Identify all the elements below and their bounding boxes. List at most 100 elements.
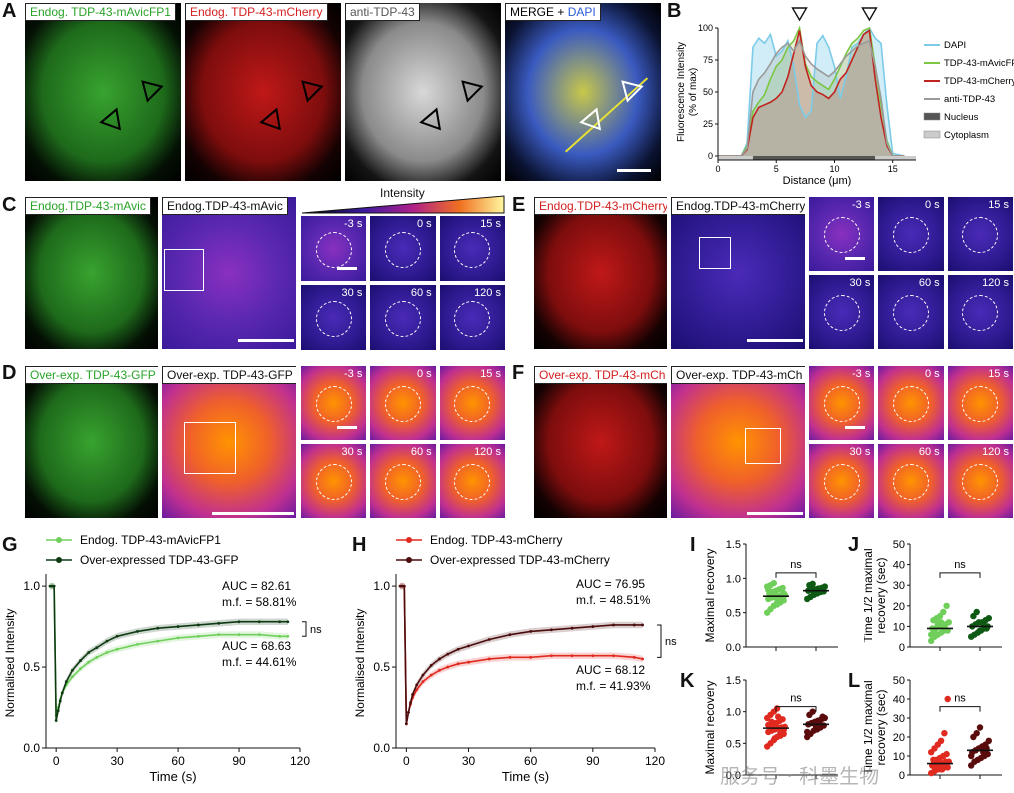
data-point [944, 695, 951, 703]
frame-2: 15 s [946, 365, 1014, 441]
data-point [136, 642, 139, 646]
legend-label: DAPI [944, 40, 966, 51]
y-tick-label: 20 [893, 601, 905, 613]
intensity-wedge [301, 195, 505, 214]
x-tick-label: 0 [403, 754, 410, 768]
y-tick-label: 10 [893, 621, 905, 633]
scale-bar [337, 267, 357, 270]
bleach-roi [315, 464, 352, 501]
legend-label: anti-TDP-43 [944, 94, 995, 105]
scale-bar [212, 512, 294, 515]
frame-time-label: 120 s [982, 277, 1009, 289]
significance-bracket [775, 706, 817, 712]
frame-3: 30 s [300, 284, 368, 351]
frame-time-label: 60 s [918, 277, 940, 289]
data-point [407, 710, 410, 714]
x-axis-label: Distance (μm) [783, 175, 852, 187]
frame-0: -3 s [808, 365, 876, 441]
data-point [64, 680, 68, 684]
x-tick-label: 10 [829, 164, 839, 174]
bleach-roi [892, 217, 929, 254]
frame-time-label: 60 s [410, 446, 432, 458]
data-point [197, 634, 200, 638]
data-point [467, 644, 470, 648]
frame-time-label: 30 s [849, 446, 871, 458]
panel-letter-g: G [2, 534, 18, 556]
frame-5: 120 s [438, 284, 506, 351]
data-point [550, 628, 553, 632]
y-tick-label: 30 [893, 713, 905, 725]
arrowhead-icon [141, 80, 164, 103]
legend-label: Cytoplasm [944, 130, 989, 141]
frame-time-label: 30 s [341, 287, 363, 299]
bleach-roi [962, 295, 999, 332]
arrowhead-icon [579, 107, 602, 131]
panel-d-timeseries: -3 s 0 s 15 s 30 s 60 s 120 s [300, 365, 506, 519]
significance-bracket [939, 706, 981, 712]
y-axis-label: Time 1/2 maximalrecovery (sec) [864, 680, 888, 774]
peak-marker-icon [861, 7, 878, 22]
data-point [115, 634, 119, 638]
y-tick-label: 1.0 [373, 579, 390, 593]
ns-label: ns [310, 624, 322, 636]
arrowheads-a [99, 80, 644, 131]
y-tick-label: 0 [708, 151, 713, 161]
legend-label: Over-expressed TDP-43-GFP [80, 553, 239, 567]
ns-label: ns [954, 559, 966, 571]
panel-a-merge-label: MERGE + DAPI [505, 3, 601, 21]
data-point [398, 584, 402, 588]
data-point [973, 730, 980, 737]
y-tick-label: 50 [703, 87, 713, 97]
data-point [632, 655, 636, 659]
frame-time-label: 120 s [474, 446, 501, 458]
x-tick-label: 90 [586, 754, 600, 768]
panel-d-label-1: Over-exp. TDP-43-GFP [25, 366, 158, 384]
x-axis-label: Time (s) [502, 769, 549, 784]
frame-4: 60 s [877, 443, 945, 519]
y-tick-label: 25 [703, 119, 713, 129]
panel-letter-j: J [848, 534, 860, 556]
data-point [438, 657, 441, 661]
y-tick-label: 40 [893, 694, 905, 706]
ns-label: ns [790, 559, 802, 571]
data-point [278, 634, 282, 638]
data-point [529, 655, 533, 659]
data-point [487, 638, 491, 641]
legend-swatch [923, 130, 941, 139]
frame-time-label: 60 s [410, 287, 432, 299]
panel-letter-i: I [690, 534, 696, 556]
ns-label: ns [954, 693, 966, 705]
data-point [940, 608, 947, 616]
watermark: 服务号 · 科墨生物 [720, 764, 880, 788]
bleach-roi [384, 464, 421, 501]
data-point [780, 590, 787, 597]
data-point [156, 626, 160, 630]
panel-d-fire-image: Over-exp. TDP-43-GFP [161, 365, 297, 519]
data-point [591, 654, 595, 658]
y-tick-label: 100 [698, 23, 713, 33]
data-point [429, 664, 433, 667]
frame-time-label: 120 s [474, 287, 501, 299]
data-point [286, 620, 290, 624]
data-point [429, 673, 433, 677]
panel-c-timeseries: -3 s 0 s 15 s 30 s 60 s 120 s [300, 215, 506, 351]
x-tick-label: 15 [888, 164, 898, 174]
data-point [48, 584, 52, 588]
data-point [779, 584, 786, 592]
data-point [446, 652, 450, 656]
scale-bar [747, 339, 803, 342]
panel-e-fire-image: Endog.TDP-43-mCherry [670, 196, 806, 350]
data-point [79, 659, 82, 662]
bleach-roi [892, 464, 929, 501]
data-point [976, 627, 984, 634]
data-point [943, 602, 950, 609]
area-TDP-43-mAvicFP1 [718, 28, 905, 156]
data-point [765, 586, 772, 594]
y-axis-label: Fluorescence Intensity(% of max) [676, 42, 699, 142]
panel-f-mch-image: Over-exp. TDP-43-mCh [533, 365, 668, 519]
x-axis-label: Time (s) [149, 769, 196, 784]
significance-bracket [775, 572, 817, 578]
data-point [456, 662, 460, 666]
roi-box [699, 237, 731, 269]
cytoplasm-bar [875, 156, 916, 160]
